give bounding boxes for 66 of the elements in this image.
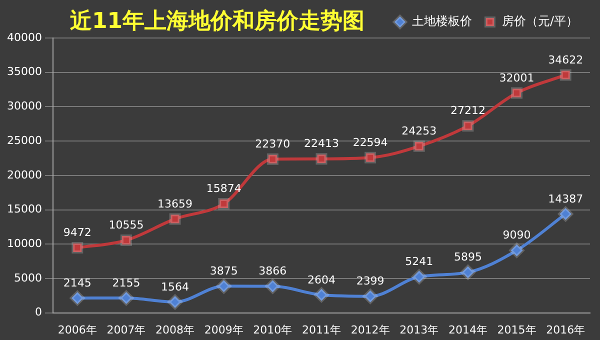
x-tick-label: 2016年 [546, 323, 586, 336]
point [511, 87, 523, 99]
point [558, 206, 574, 222]
data-label: 22594 [352, 136, 388, 149]
x-tick-label: 2007年 [106, 323, 146, 336]
data-label: 1564 [161, 280, 190, 294]
x-tick-label: 2013年 [400, 323, 439, 336]
data-label: 3875 [210, 264, 238, 278]
y-tick-label: 40000 [6, 30, 42, 44]
point [266, 153, 278, 165]
point [168, 294, 183, 310]
point [462, 120, 474, 132]
data-label: 22370 [255, 137, 290, 150]
point [72, 242, 84, 254]
x-tick-label: 2008年 [156, 323, 195, 336]
x-tick-label: 2015年 [497, 323, 536, 336]
point [364, 152, 376, 164]
y-tick-label: 25000 [6, 134, 42, 147]
data-label: 3866 [258, 264, 287, 278]
point [218, 198, 230, 210]
data-label: 32001 [499, 71, 534, 84]
point [265, 278, 280, 294]
data-label: 5241 [405, 255, 434, 268]
x-tick-label: 2009年 [204, 323, 244, 336]
x-tick-label: 2010年 [253, 323, 292, 336]
point [70, 290, 85, 306]
data-label: 2145 [63, 276, 92, 290]
y-tick-label: 10000 [6, 236, 42, 250]
point [460, 264, 476, 280]
data-label: 13659 [158, 197, 193, 210]
point [120, 234, 132, 246]
point [316, 153, 328, 165]
data-label: 24253 [402, 124, 437, 138]
chart-title: 近11年上海地价和房价走势图 [70, 8, 365, 36]
y-tick-label: 30000 [6, 100, 42, 113]
point [118, 290, 134, 306]
x-tick-label: 2014年 [448, 323, 488, 336]
data-label: 5895 [454, 250, 482, 264]
data-label: 2155 [112, 276, 140, 290]
data-label: 22413 [304, 137, 339, 150]
data-label: 10555 [108, 218, 144, 232]
point [413, 140, 425, 152]
point [216, 278, 232, 294]
data-label: 27212 [450, 104, 486, 118]
y-tick-label: 0 [34, 306, 42, 319]
y-tick-label: 20000 [6, 168, 42, 182]
legend-label: 房价（元/平） [502, 14, 578, 28]
point [314, 287, 329, 302]
x-tick-label: 2012年 [350, 323, 390, 336]
point [509, 242, 524, 258]
data-label: 2604 [307, 273, 336, 286]
data-label: 2399 [356, 274, 384, 288]
data-label: 34622 [548, 53, 584, 66]
data-label: 14387 [548, 192, 584, 206]
x-tick-label: 2011年 [302, 323, 341, 336]
point [560, 69, 572, 81]
y-tick-label: 5000 [14, 271, 42, 284]
x-tick-label: 2006年 [58, 323, 97, 336]
point [169, 213, 181, 225]
data-label: 9090 [502, 228, 531, 242]
legend-label: 土地楼板价 [412, 14, 472, 28]
point [362, 288, 378, 304]
y-tick-label: 35000 [6, 65, 42, 78]
data-label: 9472 [63, 226, 92, 240]
point [412, 269, 427, 284]
y-tick-label: 15000 [6, 202, 42, 216]
